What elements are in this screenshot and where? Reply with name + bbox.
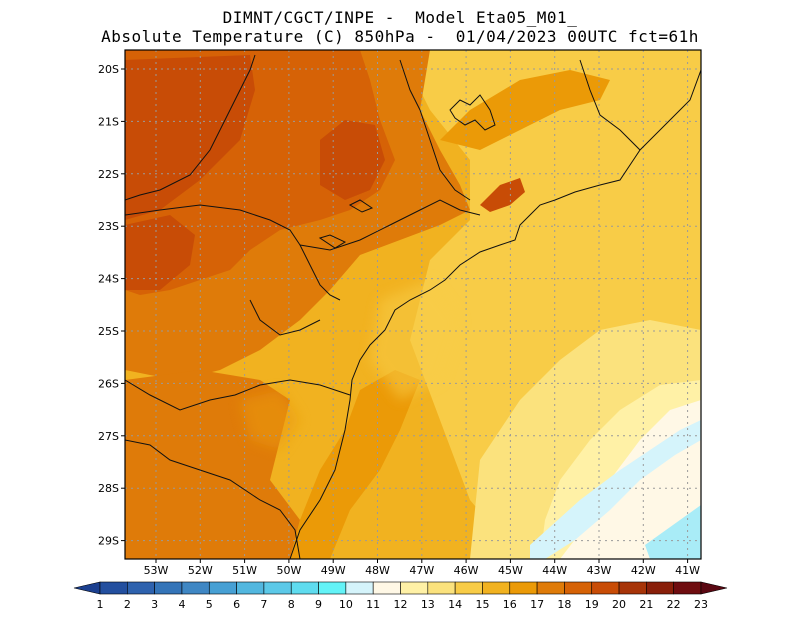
colorbar-segment	[181, 581, 210, 595]
colorbar-label: 23	[694, 598, 708, 611]
colorbar-segment	[673, 581, 702, 595]
lat-tick-label: 28S	[98, 482, 119, 495]
colorbar-segment	[290, 581, 319, 595]
lon-tick-label: 41W	[675, 564, 700, 577]
colorbar-label: 11	[366, 598, 380, 611]
map-title-line2: Absolute Temperature (C) 850hPa - 01/04/…	[101, 27, 699, 46]
colorbar-label: 3	[151, 598, 158, 611]
colorbar-label: 19	[585, 598, 599, 611]
lat-tick-label: 27S	[98, 430, 119, 443]
colorbar-label: 4	[178, 598, 185, 611]
lat-tick-label: 24S	[98, 273, 119, 286]
lon-tick-label: 43W	[587, 564, 612, 577]
colorbar-label: 14	[448, 598, 462, 611]
colorbar-label: 5	[206, 598, 213, 611]
lon-tick-label: 45W	[498, 564, 523, 577]
map-frame	[124, 49, 702, 560]
latitude-axis: 20S 21S 22S 23S 24S 25S 26S 27S 28S 29S	[98, 63, 125, 548]
colorbar-label: 22	[667, 598, 681, 611]
colorbar-segment	[318, 581, 347, 595]
colorbar-segment	[536, 581, 565, 595]
colorbar-label: 2	[124, 598, 131, 611]
colorbar-label: 16	[503, 598, 517, 611]
colorbar: 1 2 3 4 5 6 7 8 9 10 11 12 13 14 15 16 17 18 19 20 21 22 23	[73, 581, 728, 611]
colorbar-label: 18	[557, 598, 571, 611]
lon-tick-label: 47W	[409, 564, 434, 577]
lat-tick-label: 26S	[98, 377, 119, 390]
colorbar-label: 9	[315, 598, 322, 611]
lon-tick-label: 48W	[365, 564, 390, 577]
lat-tick-label: 23S	[98, 220, 119, 233]
temperature-field	[125, 50, 701, 559]
colorbar-segment	[482, 581, 511, 595]
boundaries	[125, 54, 701, 559]
colorbar-label: 7	[260, 598, 267, 611]
colorbar-segment	[454, 581, 483, 595]
colorbar-label: 8	[288, 598, 295, 611]
lat-tick-label: 29S	[98, 535, 119, 548]
colorbar-segment	[591, 581, 620, 595]
colorbar-segment	[400, 581, 429, 595]
lat-tick-label: 21S	[98, 115, 119, 128]
graticule	[125, 50, 701, 559]
lon-tick-label: 46W	[454, 564, 479, 577]
lon-tick-label: 52W	[188, 564, 213, 577]
colorbar-segment	[345, 581, 374, 595]
colorbar-segment	[236, 581, 265, 595]
colorbar-segment	[99, 581, 128, 595]
lat-tick-label: 25S	[98, 325, 119, 338]
lon-tick-label: 49W	[321, 564, 346, 577]
field-smoothing	[240, 280, 460, 450]
lon-tick-label: 42W	[631, 564, 656, 577]
colorbar-segment	[564, 581, 593, 595]
colorbar-arrow-low	[73, 581, 101, 595]
colorbar-label: 15	[475, 598, 489, 611]
colorbar-label: 10	[339, 598, 353, 611]
colorbar-label: 20	[612, 598, 626, 611]
colorbar-segment	[618, 581, 647, 595]
colorbar-segment	[154, 581, 183, 595]
colorbar-segment	[427, 581, 456, 595]
colorbar-label: 21	[639, 598, 653, 611]
lon-tick-label: 50W	[276, 564, 301, 577]
colorbar-label: 13	[421, 598, 435, 611]
colorbar-label: 6	[233, 598, 240, 611]
colorbar-arrow-high	[700, 581, 728, 595]
colorbar-segment	[372, 581, 401, 595]
colorbar-segment	[127, 581, 155, 595]
lon-tick-label: 51W	[232, 564, 257, 577]
colorbar-label: 17	[530, 598, 544, 611]
longitude-axis: 53W 52W 51W 50W 49W 48W 47W 46W 45W 44W 43W 42W 41W	[144, 559, 700, 577]
map-title-line1: DIMNT/CGCT/INPE - Model Eta05_M01_	[222, 8, 578, 27]
colorbar-segment	[263, 581, 292, 595]
lon-tick-label: 53W	[144, 564, 169, 577]
lon-tick-label: 44W	[542, 564, 567, 577]
colorbar-segment	[509, 581, 538, 595]
colorbar-segment	[646, 581, 674, 595]
lat-tick-label: 22S	[98, 168, 119, 181]
lat-tick-label: 20S	[98, 63, 119, 76]
colorbar-segment	[208, 581, 237, 595]
colorbar-label: 1	[97, 598, 104, 611]
colorbar-label: 12	[394, 598, 408, 611]
